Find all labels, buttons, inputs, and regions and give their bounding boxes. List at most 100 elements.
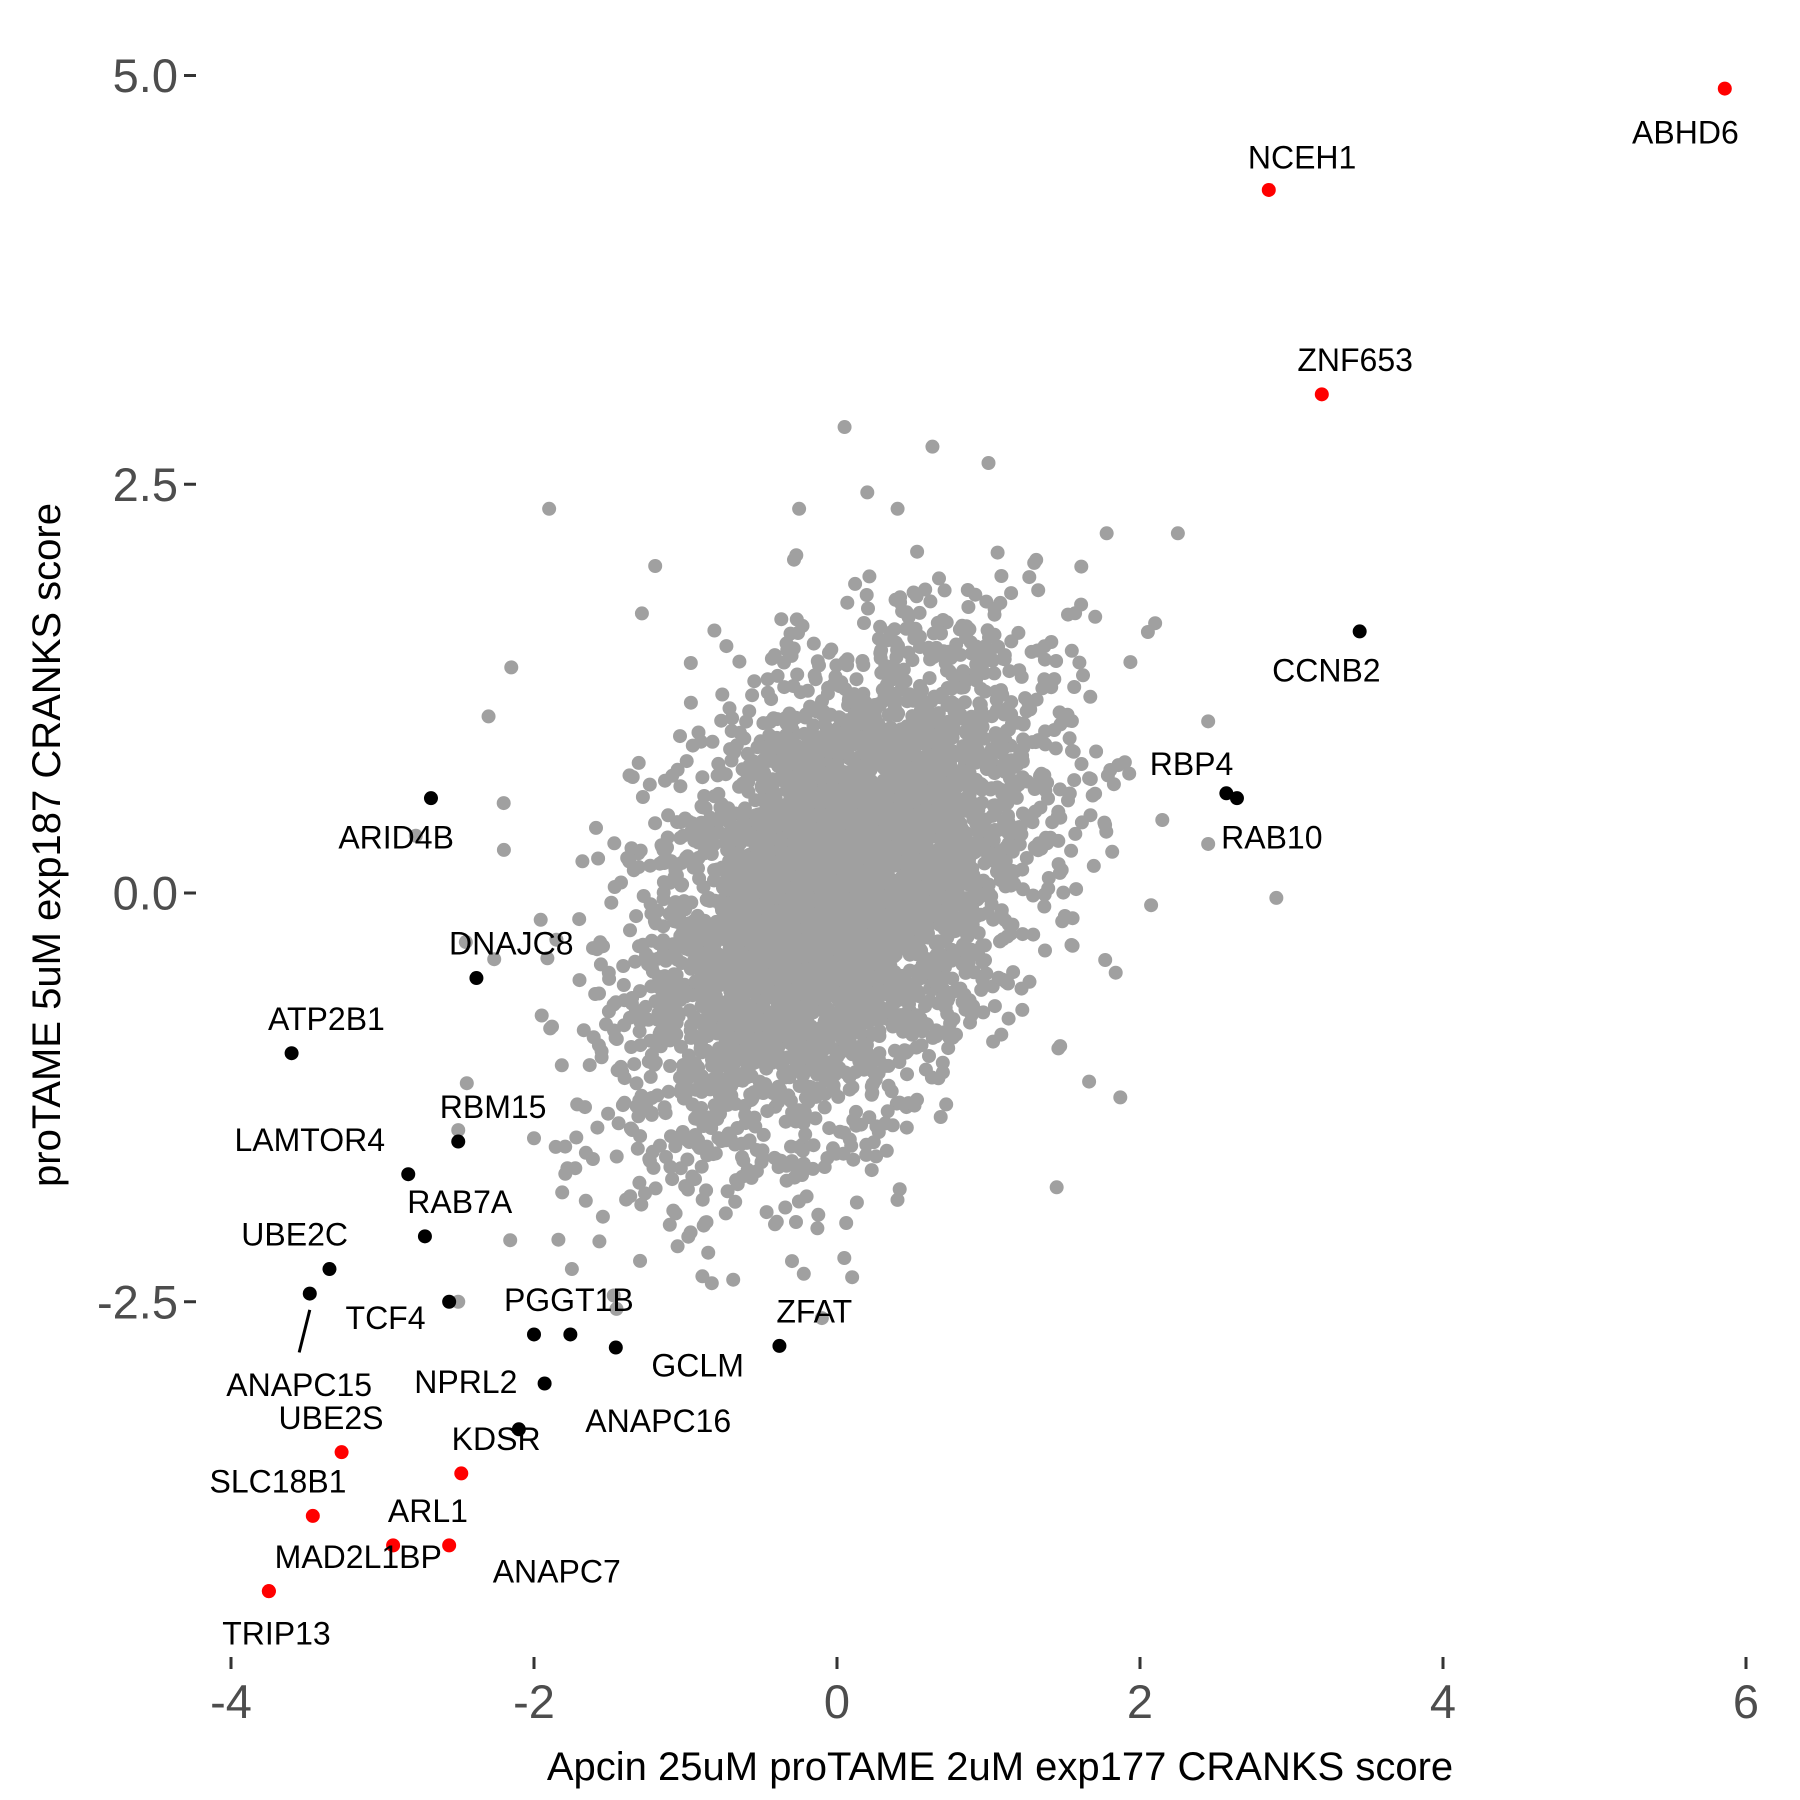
- background-point: [917, 837, 932, 852]
- background-point: [1030, 643, 1045, 658]
- background-point: [853, 1039, 868, 1054]
- x-tick-label: 2: [1127, 1675, 1153, 1728]
- background-point: [749, 947, 764, 962]
- background-point: [995, 739, 1010, 754]
- background-point: [959, 726, 974, 741]
- background-point: [724, 1011, 738, 1026]
- label-anapc16: ANAPC16: [585, 1403, 731, 1439]
- background-point: [762, 862, 777, 877]
- background-point: [658, 773, 672, 788]
- background-point: [723, 877, 738, 892]
- background-point: [856, 707, 871, 721]
- background-point: [1201, 836, 1216, 851]
- background-point: [496, 796, 511, 811]
- background-point: [918, 881, 933, 896]
- background-point: [988, 726, 1003, 741]
- background-point: [895, 798, 910, 812]
- background-point: [956, 792, 971, 807]
- background-point: [900, 1067, 914, 1082]
- background-point: [826, 1141, 840, 1156]
- background-point: [862, 569, 877, 584]
- point-slc18b1: [305, 1508, 320, 1523]
- background-point: [830, 1050, 845, 1064]
- background-point: [784, 846, 798, 861]
- y-tick-label: 2.5: [113, 458, 178, 511]
- background-point: [826, 1062, 841, 1077]
- background-point: [647, 1057, 662, 1072]
- background-point: [955, 957, 970, 972]
- background-point: [861, 906, 876, 921]
- background-point: [888, 1007, 903, 1022]
- background-point: [943, 867, 958, 882]
- background-point: [773, 1055, 788, 1070]
- background-point: [778, 711, 793, 726]
- background-point: [979, 762, 994, 776]
- background-point: [855, 956, 870, 971]
- background-point: [688, 1111, 703, 1126]
- background-point: [886, 733, 901, 748]
- background-point: [797, 726, 812, 741]
- point-nceh1: [1261, 182, 1276, 197]
- background-point: [892, 775, 907, 790]
- background-point: [748, 814, 763, 829]
- background-point: [694, 965, 709, 980]
- label-kdsr: KDSR: [452, 1421, 541, 1457]
- background-point: [907, 1098, 922, 1113]
- background-point: [834, 675, 849, 690]
- background-point: [999, 813, 1014, 828]
- background-point: [623, 923, 637, 938]
- background-point: [1027, 555, 1042, 570]
- background-point: [575, 854, 590, 869]
- background-point: [459, 1076, 474, 1091]
- background-point: [628, 954, 643, 969]
- background-point: [967, 888, 982, 903]
- background-point: [1099, 526, 1114, 541]
- background-point: [1015, 927, 1030, 942]
- background-point: [1031, 583, 1046, 598]
- label-atp2b1: ATP2B1: [268, 1001, 385, 1037]
- background-point: [805, 1161, 820, 1176]
- background-point: [503, 1233, 518, 1248]
- background-point: [1015, 862, 1030, 877]
- background-point: [822, 645, 836, 660]
- background-point: [995, 972, 1010, 987]
- background-point: [617, 993, 632, 1008]
- background-point: [855, 995, 869, 1010]
- point-nprl2: [563, 1327, 578, 1342]
- background-point: [1064, 643, 1079, 658]
- background-point: [670, 815, 685, 830]
- background-point: [679, 754, 694, 769]
- background-point: [1055, 914, 1070, 929]
- background-point: [946, 1012, 961, 1027]
- background-point: [837, 1251, 852, 1265]
- background-point: [1170, 526, 1185, 541]
- background-point: [623, 1189, 638, 1204]
- background-point: [1001, 1011, 1016, 1026]
- background-point: [1022, 974, 1037, 989]
- background-point: [982, 630, 996, 645]
- background-point: [697, 789, 712, 803]
- background-point: [691, 725, 706, 740]
- background-point: [642, 777, 657, 792]
- background-point: [1062, 786, 1077, 801]
- background-point: [899, 1120, 914, 1135]
- background-point: [879, 758, 894, 773]
- background-point: [971, 730, 986, 745]
- background-point: [893, 590, 908, 605]
- background-point: [715, 687, 730, 702]
- background-point: [774, 612, 789, 627]
- background-point: [869, 1119, 884, 1134]
- background-point: [578, 1193, 593, 1208]
- point-ube2s: [334, 1445, 349, 1460]
- background-point: [777, 917, 792, 932]
- background-point: [1037, 672, 1052, 687]
- point-rab7a: [417, 1229, 432, 1244]
- background-point: [723, 945, 738, 960]
- background-point: [931, 882, 946, 897]
- background-point: [778, 817, 793, 832]
- background-point: [981, 455, 996, 470]
- y-axis-title: proTAME 5uM exp187 CRANKS score: [25, 503, 69, 1187]
- background-point: [892, 1182, 907, 1197]
- background-point: [887, 1043, 902, 1058]
- background-point: [676, 1091, 691, 1106]
